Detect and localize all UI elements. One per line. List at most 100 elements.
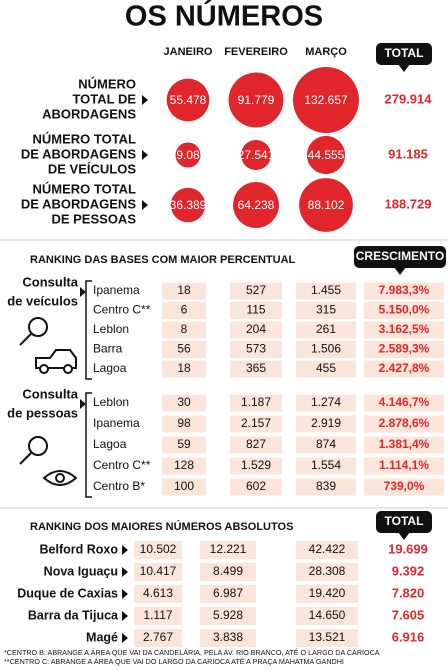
cell-value: 5.928 (213, 608, 243, 622)
city-total: 7.820 (392, 585, 425, 600)
row-arrow (142, 150, 148, 160)
cell-value: 10.502 (140, 542, 177, 556)
base-name: Barra (93, 342, 123, 356)
total-header-box (376, 43, 432, 65)
column-header: FEVEREIRO (224, 46, 288, 58)
title: OS NÚMEROS (125, 0, 323, 33)
cell-value: 115 (246, 303, 265, 317)
growth-value: 1.114,1% (379, 458, 429, 472)
city-total: 9.392 (392, 563, 425, 578)
city-arrow (122, 545, 128, 555)
city-arrow (122, 611, 128, 621)
total-header-pointer (398, 64, 410, 72)
cell-bg (364, 341, 444, 358)
cell-bg (296, 394, 356, 412)
cell-bg (162, 360, 206, 378)
cell-value: 14.650 (309, 608, 346, 622)
cell-value: 602 (246, 479, 266, 493)
bubble-label: 55.478 (170, 93, 207, 107)
section-title: RANKING DAS BASES COM MAIOR PERCENTUAL (30, 254, 296, 266)
growth-value: 1.381,4% (379, 437, 430, 451)
total-header: TOTAL (385, 46, 424, 60)
bubble (170, 187, 206, 223)
cell-bg (162, 415, 206, 433)
cell-value: 100 (174, 479, 194, 493)
bubble (299, 178, 353, 232)
cell-bg (296, 457, 356, 475)
row-arrow (142, 200, 148, 210)
cell-bg (162, 478, 206, 496)
cell-value: 13.521 (309, 630, 346, 644)
group-arrow (80, 287, 86, 297)
bubble (166, 78, 210, 122)
cell-bg (134, 607, 182, 625)
cell-bg (296, 607, 358, 625)
cell-bg (134, 563, 182, 581)
cell-bg (364, 457, 444, 475)
city-name: Barra da Tijuca (28, 608, 119, 622)
cell-bg (230, 436, 282, 454)
group-label: de veículos (7, 293, 78, 308)
row-label: NÚMERO TOTAL (32, 131, 136, 146)
group-label: Consulta (22, 274, 78, 289)
base-name: Ipanema (93, 416, 140, 430)
cell-bg (200, 585, 256, 603)
cell-value: 10.417 (140, 564, 177, 578)
cell-bg (364, 360, 444, 378)
base-name: Leblon (93, 395, 129, 409)
cell-bg (230, 302, 282, 319)
base-name: Lagoa (93, 361, 127, 375)
city-arrow (122, 567, 128, 577)
row-label: ABORDAGENS (42, 106, 136, 121)
group-label: Consulta (22, 386, 78, 401)
cell-value: 30 (177, 395, 191, 409)
cell-bg (296, 563, 358, 581)
cell-bg (230, 360, 282, 378)
cell-value: 527 (246, 283, 266, 297)
cell-value: 1.117 (143, 608, 172, 622)
section-title: RANKING DOS MAIORES NÚMEROS ABSOLUTOS (30, 520, 293, 533)
cell-bg (364, 394, 444, 412)
row-label: DE PESSOAS (51, 211, 136, 226)
cell-value: 827 (246, 437, 266, 451)
cell-bg (364, 436, 444, 454)
cell-value: 12.221 (210, 542, 247, 556)
abs-total-header: TOTAL (385, 514, 424, 528)
city-name: Duque de Caxias (17, 586, 118, 600)
bubble (240, 139, 272, 171)
growth-header: CRESCIMENTO (356, 249, 444, 263)
cell-bg (296, 629, 358, 647)
city-name: Belford Roxo (40, 542, 119, 556)
cell-bg (364, 478, 444, 496)
cell-value: 874 (316, 437, 336, 451)
bubble-label: 88.102 (308, 198, 345, 212)
cell-bg (230, 457, 282, 475)
growth-value: 3.162,5% (379, 322, 430, 336)
cell-bg (200, 607, 256, 625)
cell-bg (134, 629, 182, 647)
cell-bg (162, 341, 206, 358)
cell-bg (296, 321, 356, 339)
growth-value: 2.878,6% (379, 416, 430, 430)
row-label: DE ABORDAGENS (21, 196, 136, 211)
city-arrow (122, 633, 128, 643)
bubble-label: 44.555 (308, 148, 345, 162)
bubble-label: 64.238 (238, 198, 275, 212)
cell-value: 261 (316, 322, 336, 336)
cell-bg (162, 321, 206, 339)
cell-value: 8.499 (213, 564, 243, 578)
cell-bg (230, 282, 282, 300)
city-name: Magé (86, 630, 118, 644)
cell-bg (230, 415, 282, 433)
abs-total-header-box (376, 511, 432, 533)
cell-bg (296, 585, 358, 603)
cell-bg (200, 541, 256, 559)
footnote: **CENTRO C: ABRANGE A ÁREA QUE VAI DO LA… (4, 657, 344, 666)
vehicle-icon (19, 317, 77, 374)
cell-bg (296, 341, 356, 358)
city-total: 6.916 (392, 629, 425, 644)
cell-bg (296, 302, 356, 319)
group-arrow (80, 399, 86, 409)
cell-bg (364, 415, 444, 433)
